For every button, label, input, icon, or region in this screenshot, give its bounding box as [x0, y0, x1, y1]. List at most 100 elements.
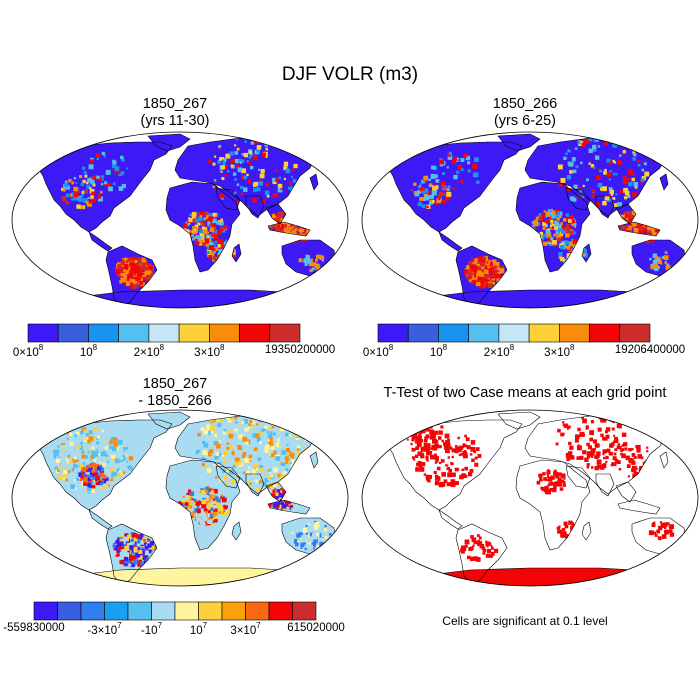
land-arabia — [566, 466, 590, 488]
colorbar-swatch — [292, 601, 317, 621]
colorbar-swatch — [57, 601, 82, 621]
colorbar-case2: 0×108 108 2×108 3×108 19206400000 — [363, 323, 685, 364]
land-greenland — [148, 134, 190, 151]
colorbar-tick-label: 2×108 — [133, 343, 165, 359]
colorbar-swatch — [221, 601, 246, 621]
colorbar-swatch — [619, 323, 651, 343]
land-indonesia — [618, 500, 660, 514]
land-japan — [310, 452, 318, 468]
map-border — [11, 131, 349, 309]
land-greenland — [498, 134, 540, 151]
colorbar-tick-label: -559830000 — [3, 622, 65, 634]
colorbar-tick-label: 2×108 — [483, 343, 515, 359]
colorbar-tick-label: 615020000 — [287, 622, 345, 634]
land-india — [246, 196, 264, 218]
colorbar-swatch — [198, 601, 223, 621]
map-border — [361, 409, 699, 587]
panel-title-line: T-Test of two Case means at each grid po… — [383, 385, 667, 401]
colorbar-tick-label: 3×108 — [544, 343, 575, 359]
land-central-america — [439, 232, 462, 251]
land-central-america — [439, 510, 462, 529]
colorbar-swatch — [127, 601, 152, 621]
panel-title-line: 1850_267 — [142, 376, 208, 392]
map-border — [11, 409, 349, 587]
colorbar-swatch — [104, 601, 129, 621]
grid-cells — [50, 412, 332, 568]
grid-cells — [399, 412, 680, 586]
panel-title-line: (yrs 6-25) — [493, 113, 557, 129]
colorbar-swatch — [209, 323, 240, 343]
land-arabia — [566, 188, 590, 210]
panel-title-line: 1850_267 — [142, 96, 208, 112]
panel-title-diff: 1850_267 - 1850_266 — [75, 376, 275, 410]
colorbar-tick-label: 107 — [189, 621, 208, 637]
land-japan — [310, 174, 318, 190]
panel-title-line: 1850_266 — [492, 96, 558, 112]
colorbar-swatch — [80, 601, 105, 621]
panel-title-ttest: T-Test of two Case means at each grid po… — [355, 385, 695, 402]
map-border — [361, 131, 699, 309]
colorbar-swatch — [377, 323, 409, 343]
panel-title-line: (yrs 11-30) — [140, 113, 210, 129]
colorbar-swatch — [528, 323, 560, 343]
land-central-america — [89, 232, 112, 251]
land-central-america — [89, 510, 112, 529]
map-case2 — [361, 131, 699, 309]
colorbar-swatch — [468, 323, 500, 343]
land-southeast-asia — [616, 482, 636, 502]
colorbar-swatch — [438, 323, 469, 343]
colorbar-tick-label: 19350200000 — [264, 344, 336, 356]
colorbar-tick-label: 3×107 — [230, 621, 261, 637]
map-diff — [11, 409, 349, 587]
panel-title-case2: 1850_266 (yrs 6-25) — [425, 96, 625, 130]
colorbar-tick-label: -3×107 — [87, 621, 122, 637]
colorbar-swatch — [589, 323, 621, 343]
land-new-zealand — [340, 552, 346, 566]
significance-note: Cells are significant at 0.1 level — [442, 614, 608, 628]
land-japan — [660, 452, 668, 468]
land-north-america — [38, 142, 172, 232]
colorbar-swatch — [88, 323, 119, 343]
colorbar-tick-label: 0×108 — [362, 343, 394, 359]
land-japan — [660, 174, 668, 190]
land-new-zealand — [690, 274, 696, 288]
colorbar-swatch — [151, 601, 176, 621]
colorbar-swatch — [118, 323, 150, 343]
colorbar-tick-label: 3×108 — [194, 343, 225, 359]
panel-title-line: - 1850_266 — [138, 393, 212, 409]
colorbar-tick-label: 108 — [79, 343, 98, 359]
map-case1 — [11, 131, 349, 309]
colorbar-diff: -559830000 -3×107 -107 107 3×107 615020000 — [3, 601, 345, 642]
land-new-zealand — [340, 274, 346, 288]
colorbar-swatch — [33, 601, 58, 621]
colorbar-swatch — [245, 601, 270, 621]
land-north-america — [388, 142, 522, 232]
colorbar-swatch — [407, 323, 439, 343]
land-india — [596, 474, 614, 496]
colorbar-swatch — [174, 601, 199, 621]
map-ttest — [361, 409, 699, 587]
colorbar-tick-label: 0×108 — [12, 343, 44, 359]
colorbar-tick-label: 19206400000 — [614, 344, 686, 356]
colorbar-swatch — [269, 323, 301, 343]
colorbar-tick-label: 108 — [429, 343, 448, 359]
figure-title: DJF VOLR (m3) — [281, 64, 419, 85]
land-eurasia — [175, 414, 330, 494]
colorbar-case1: 0×108 108 2×108 3×108 19350200000 — [13, 323, 335, 364]
panel-title-case1: 1850_267 (yrs 11-30) — [75, 96, 275, 130]
colorbar-swatch — [148, 323, 180, 343]
colorbar-swatch — [268, 601, 293, 621]
colorbar-swatch — [559, 323, 590, 343]
colorbar-tick-label: -107 — [140, 621, 163, 637]
land-eurasia — [175, 136, 330, 216]
land-new-zealand — [690, 552, 696, 566]
land-greenland — [498, 412, 540, 429]
colorbar-swatch — [27, 323, 59, 343]
land-south-america — [456, 524, 507, 585]
colorbar-swatch — [239, 323, 271, 343]
colorbar-swatch — [498, 323, 530, 343]
land-eurasia — [525, 136, 680, 216]
colorbar-swatch — [178, 323, 210, 343]
land-greenland — [148, 412, 190, 429]
colorbar-swatch — [57, 323, 89, 343]
